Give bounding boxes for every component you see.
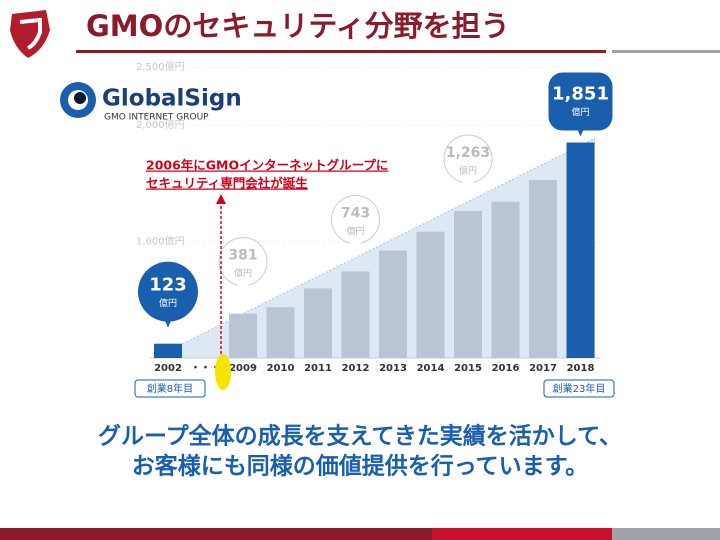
logo-eye (74, 92, 86, 104)
value-unit: 億円 (571, 106, 589, 118)
callout-tail (462, 180, 474, 195)
bar (266, 307, 295, 358)
bar (416, 231, 445, 358)
title-rule (76, 50, 606, 53)
bar (491, 201, 520, 358)
value-unit: 億円 (459, 164, 477, 176)
footer-band (432, 528, 612, 540)
bar (229, 313, 257, 358)
y-tick-label: 2,500億円 (136, 60, 185, 73)
bar (454, 210, 482, 358)
bar (379, 250, 407, 358)
value-unit: 億円 (346, 225, 364, 237)
bar (304, 288, 332, 358)
x-tick-label: ・・・ (191, 363, 221, 374)
message: お客様にも同様の価値提供を行っています。 (132, 453, 589, 480)
value-label: 743 (341, 206, 370, 222)
tag-box (134, 379, 206, 398)
logo-name: GlobalSign (102, 86, 242, 112)
callout-tail (574, 122, 587, 137)
highlight-marker (215, 354, 231, 390)
value-label: 123 (149, 275, 187, 296)
value-callout (548, 72, 613, 131)
x-tick-label: 2018 (567, 363, 595, 374)
x-tick-label: 2009 (229, 363, 257, 374)
footer-band (0, 528, 432, 540)
bar (529, 179, 557, 358)
value-label: 381 (228, 248, 257, 264)
bar (566, 142, 595, 358)
value-callout (138, 261, 198, 322)
bar (154, 343, 182, 358)
bar (341, 271, 370, 358)
end-label: 創業23年目 (553, 382, 606, 395)
logo-group: GMO INTERNET GROUP (104, 113, 209, 123)
event-arrow (216, 194, 226, 204)
y-tick-label: 1,000億円 (136, 235, 185, 248)
slide-title: GMOのセキュリティ分野を担う (86, 9, 510, 43)
tag-box (543, 379, 615, 398)
value-label: 1,851 (552, 84, 609, 105)
message: グループ全体の成長を支えてきた実績を活かして、 (98, 423, 622, 450)
footer-band (612, 528, 720, 540)
x-tick-label: 2016 (492, 363, 520, 374)
x-tick-label: 2012 (342, 363, 370, 374)
x-tick-label: 2017 (529, 363, 557, 374)
value-unit: 億円 (234, 267, 252, 279)
callout-tail (162, 313, 174, 328)
x-tick-label: 2002 (154, 363, 182, 374)
x-tick-label: 2011 (304, 363, 332, 374)
x-tick-label: 2015 (454, 363, 482, 374)
callout-tail (237, 283, 249, 298)
x-tick-label: 2013 (379, 363, 407, 374)
title-rule-grey (612, 50, 720, 53)
x-tick-label: 2010 (267, 363, 295, 374)
start-label: 創業8年目 (147, 382, 193, 395)
x-tick-label: 2014 (417, 363, 445, 374)
callout-tail (349, 241, 362, 256)
annotation: セキュリティ専門会社が誕生 (146, 176, 308, 191)
y-tick-label: 2,000億円 (136, 118, 185, 131)
annotation: 2006年にGMOインターネットグループに (146, 158, 388, 173)
value-label: 1,263 (446, 145, 490, 161)
brand-shield-mark (19, 17, 42, 50)
brand-shield (10, 10, 50, 58)
value-unit: 億円 (159, 297, 177, 309)
